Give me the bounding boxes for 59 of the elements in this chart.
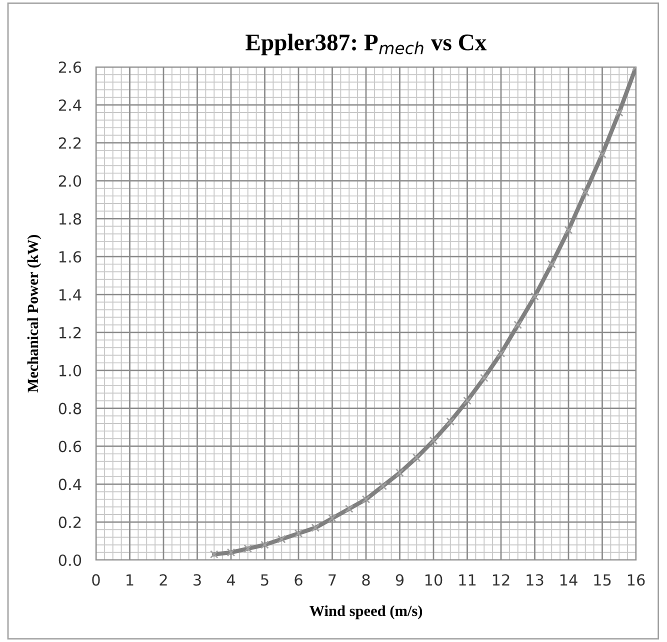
y-tick-label: 0.4 [58, 478, 82, 490]
y-tick-label: 1.0 [59, 364, 82, 376]
x-tick-label: 2 [160, 574, 167, 586]
point [226, 548, 236, 557]
point [396, 468, 404, 477]
x-tick-label: 8 [362, 574, 370, 586]
point [277, 534, 286, 544]
y-tick-label: 1.2 [59, 326, 81, 338]
y-tick-label: 0.0 [58, 554, 82, 566]
y-tick-label: 0.8 [58, 402, 82, 414]
point [378, 482, 388, 490]
y-tick-label: 1.8 [59, 213, 82, 225]
x-tick-label: 13 [526, 574, 544, 586]
point [210, 550, 218, 558]
y-tick-label: 0.2 [58, 516, 81, 528]
point [480, 374, 488, 382]
y-tick-label: 2.4 [58, 99, 82, 111]
x-tick-label: 11 [459, 574, 476, 586]
y-tick-label: 2.2 [58, 137, 81, 149]
y-tick-label: 1.4 [59, 289, 82, 300]
point [598, 150, 606, 158]
point [496, 349, 506, 358]
point [294, 529, 303, 538]
point [547, 260, 556, 268]
y-tick-label: 2.6 [58, 61, 82, 74]
x-tick-label: 16 [628, 574, 645, 586]
point [429, 436, 438, 445]
chart-title: Eppler387: P$_{mech}$ vs Cx [246, 34, 487, 56]
point [311, 524, 320, 532]
x-axis-title: Wind speed (m/s) [309, 605, 422, 620]
point [581, 188, 590, 196]
y-tick-label: 2.0 [58, 175, 82, 187]
point [514, 320, 522, 330]
point [614, 108, 624, 117]
y-tick-label: 0.6 [58, 440, 82, 452]
x-tick-label: 7 [328, 574, 336, 586]
point [344, 504, 354, 513]
point [328, 514, 336, 522]
point [412, 453, 421, 462]
x-tick-label: 0 [92, 574, 100, 586]
point [530, 292, 539, 301]
point [362, 495, 370, 504]
x-tick-label: 9 [396, 574, 404, 586]
point [244, 544, 252, 553]
x-tick-label: 6 [294, 574, 302, 586]
x-tick-label: 12 [492, 574, 510, 586]
x-tick-label: 3 [194, 574, 201, 586]
point [564, 226, 573, 234]
point [463, 396, 472, 405]
point [260, 540, 269, 549]
x-tick-label: 15 [594, 574, 611, 586]
x-tick-label: 4 [226, 574, 236, 586]
x-tick-label: 14 [560, 574, 578, 586]
x-tick-label: 10 [425, 574, 442, 586]
point [446, 417, 455, 426]
y-tick-label: 1.6 [59, 251, 82, 263]
x-tick-label: 5 [261, 574, 268, 586]
x-tick-label: 1 [126, 574, 134, 586]
y-axis-title: Mechanical Power (kW) [27, 234, 42, 392]
